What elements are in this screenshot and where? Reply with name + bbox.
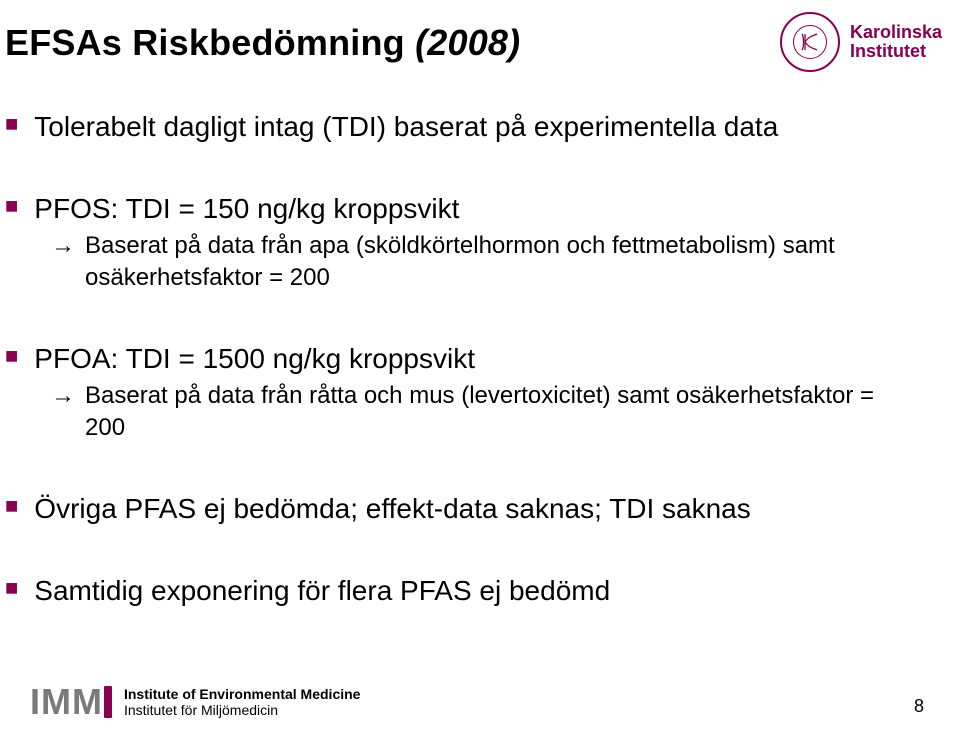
footer: IMM Institute of Environmental Medicine …: [30, 681, 360, 723]
bullet-marker-icon: ■: [5, 574, 18, 602]
bullet-text: PFOA: TDI = 1500 ng/kg kroppsvikt: [34, 342, 475, 376]
slide-body: ■ Tolerabelt dagligt intag (TDI) baserat…: [0, 64, 906, 608]
bullet-list: ■ Tolerabelt dagligt intag (TDI) baserat…: [5, 110, 906, 608]
sub-bullet-list: → Baserat på data från apa (sköldkörtelh…: [5, 230, 906, 294]
ki-wordmark: Karolinska Institutet: [850, 23, 942, 61]
imm-caption: Institute of Environmental Medicine Inst…: [124, 686, 360, 718]
imm-bar-icon: [104, 686, 112, 718]
arrow-icon: →: [51, 380, 75, 412]
imm-line1: Institute of Environmental Medicine: [124, 686, 360, 702]
slide: Karolinska Institutet EFSAs Riskbedömnin…: [0, 0, 960, 747]
bullet-item: ■ PFOA: TDI = 1500 ng/kg kroppsvikt → Ba…: [5, 342, 906, 444]
ki-line1: Karolinska: [850, 23, 942, 42]
bullet-item: ■ Tolerabelt dagligt intag (TDI) baserat…: [5, 110, 906, 144]
ki-seal-icon: [780, 12, 840, 72]
title-main: EFSAs Riskbedömning: [5, 22, 415, 63]
imm-logo: IMM: [30, 681, 112, 723]
page-number: 8: [914, 696, 924, 717]
bullet-item: ■ Övriga PFAS ej bedömda; effekt-data sa…: [5, 492, 906, 526]
bullet-marker-icon: ■: [5, 492, 18, 520]
sub-bullet-list: → Baserat på data från råtta och mus (le…: [5, 380, 906, 444]
bullet-text: Tolerabelt dagligt intag (TDI) baserat p…: [34, 110, 778, 144]
imm-line2: Institutet för Miljömedicin: [124, 702, 360, 718]
sub-bullet-text: Baserat på data från apa (sköldkörtelhor…: [85, 230, 906, 294]
imm-text: IMM: [30, 681, 103, 723]
bullet-marker-icon: ■: [5, 110, 18, 138]
title-year: (2008): [415, 22, 520, 63]
arrow-icon: →: [51, 230, 75, 262]
bullet-marker-icon: ■: [5, 342, 18, 370]
sub-bullet-item: → Baserat på data från råtta och mus (le…: [5, 380, 906, 444]
bullet-marker-icon: ■: [5, 192, 18, 220]
slide-title: EFSAs Riskbedömning (2008): [0, 22, 906, 64]
sub-bullet-text: Baserat på data från råtta och mus (leve…: [85, 380, 906, 444]
sub-bullet-item: → Baserat på data från apa (sköldkörtelh…: [5, 230, 906, 294]
bullet-text: Samtidig exponering för flera PFAS ej be…: [34, 574, 610, 608]
ki-line2: Institutet: [850, 42, 942, 61]
ki-logo: Karolinska Institutet: [780, 12, 942, 72]
bullet-text: PFOS: TDI = 150 ng/kg kroppsvikt: [34, 192, 459, 226]
bullet-item: ■ Samtidig exponering för flera PFAS ej …: [5, 574, 906, 608]
bullet-text: Övriga PFAS ej bedömda; effekt-data sakn…: [34, 492, 750, 526]
bullet-item: ■ PFOS: TDI = 150 ng/kg kroppsvikt → Bas…: [5, 192, 906, 294]
